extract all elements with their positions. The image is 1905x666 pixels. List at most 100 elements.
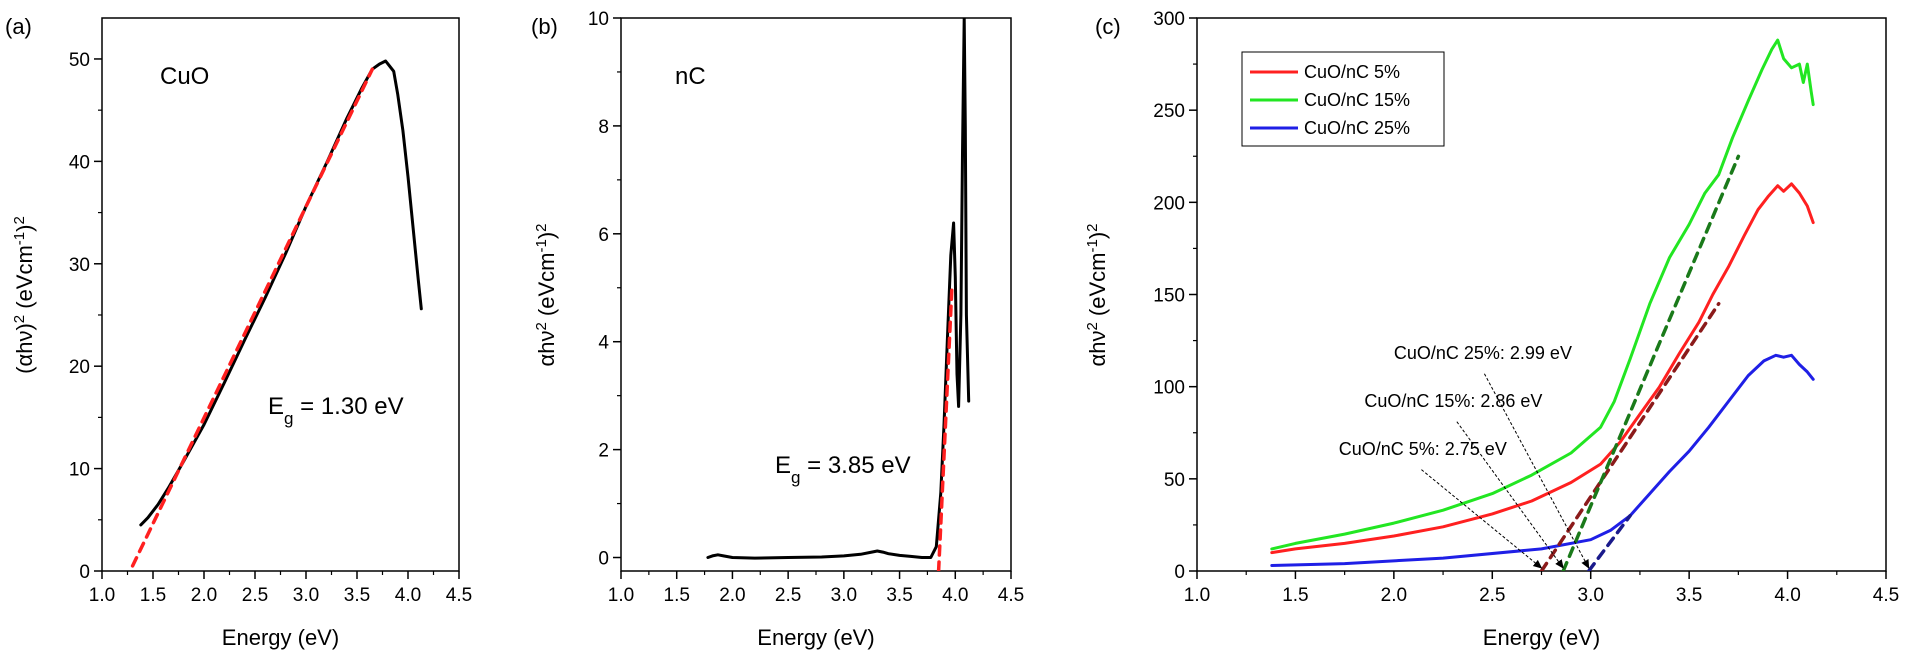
annotation-label: CuO/nC 25%: 2.99 eV xyxy=(1394,343,1572,363)
material-label: nC xyxy=(675,63,706,90)
y-axis-label-part: ) xyxy=(534,232,559,239)
x-tick-label: 2.0 xyxy=(719,585,745,606)
annotation-arrow xyxy=(1456,421,1564,569)
y-tick-label: 0 xyxy=(598,549,609,570)
x-tick-label: 3.0 xyxy=(293,585,319,606)
annotation-label: CuO/nC 5%: 2.75 eV xyxy=(1339,439,1507,459)
x-tick-label: 4.0 xyxy=(1774,585,1800,606)
legend-label: CuO/nC 25% xyxy=(1304,118,1410,138)
x-tick-label: 4.0 xyxy=(395,585,421,606)
y-tick-label: 0 xyxy=(79,562,90,583)
series-line xyxy=(1270,353,1815,567)
x-tick-label: 1.5 xyxy=(664,585,690,606)
fit-line xyxy=(1586,513,1632,571)
y-axis-label-part: (eVcm xyxy=(1085,253,1110,323)
x-tick-label: 1.0 xyxy=(608,585,634,606)
series-line xyxy=(706,18,971,560)
panel-2: 1.0 1.5 2.0 2.5 3.0 3.5 4.0 4.5 0 2 4 6 8 10 Energy (e… xyxy=(531,9,1024,650)
y-tick-label: 2 xyxy=(598,441,609,462)
y-tick-label: 10 xyxy=(69,460,90,481)
y-axis-label-part: (αhν) xyxy=(12,323,37,374)
y-tick-label: 6 xyxy=(598,225,609,246)
x-axis-label: Energy (eV) xyxy=(222,625,339,650)
fit-line xyxy=(936,286,954,571)
x-tick-label: 2.5 xyxy=(775,585,801,606)
band-gap-label: Eg = 3.85 eV xyxy=(775,452,911,487)
x-axis-label: Energy (eV) xyxy=(757,625,874,650)
panel-label: (b) xyxy=(531,14,558,39)
y-tick-label: 40 xyxy=(69,152,90,173)
y-axis-label-part: 2 xyxy=(11,216,28,224)
y-tick-label: 50 xyxy=(69,50,90,71)
y-tick-label: 10 xyxy=(588,9,609,30)
series-line xyxy=(139,59,423,527)
x-tick-label: 4.5 xyxy=(1873,585,1899,606)
panel-label: (a) xyxy=(5,14,32,39)
band-gap-subscript: g xyxy=(791,468,800,487)
y-axis-label-part: -1 xyxy=(533,239,550,252)
material-label: CuO xyxy=(160,63,209,90)
band-gap-value: = 1.30 eV xyxy=(293,393,403,420)
series-line xyxy=(1270,38,1815,551)
y-axis-label: αhν2 (eVcm-1)2 xyxy=(533,223,560,366)
y-tick-label: 50 xyxy=(1164,470,1185,491)
x-tick-label: 3.0 xyxy=(831,585,857,606)
y-axis-label-part: -1 xyxy=(1084,239,1101,252)
fit-line xyxy=(130,67,375,568)
x-tick-label: 2.5 xyxy=(1479,585,1505,606)
legend: CuO/nC 5% CuO/nC 15% CuO/nC 25% xyxy=(1241,51,1445,147)
x-tick-label: 4.0 xyxy=(942,585,968,606)
x-tick-label: 4.5 xyxy=(446,585,472,606)
y-tick-label: 20 xyxy=(69,357,90,378)
y-axis-label-part: αhν xyxy=(534,331,559,367)
band-gap-label: Eg = 1.30 eV xyxy=(268,393,404,428)
y-tick-label: 150 xyxy=(1153,286,1185,307)
x-tick-label: 3.5 xyxy=(344,585,370,606)
x-tick-label: 1.0 xyxy=(1184,585,1210,606)
series-group xyxy=(1270,38,1815,571)
x-tick-label: 4.5 xyxy=(998,585,1024,606)
y-axis-label-part: 2 xyxy=(11,315,28,323)
y-axis-label-part: 2 xyxy=(533,322,550,330)
x-axis-label: Energy (eV) xyxy=(1483,625,1600,650)
y-tick-label: 100 xyxy=(1153,378,1185,399)
x-tick-label: 2.0 xyxy=(1381,585,1407,606)
annotation-arrow xyxy=(1421,469,1543,569)
series-line xyxy=(1270,182,1815,555)
legend-label: CuO/nC 5% xyxy=(1304,62,1400,82)
band-gap-subscript: g xyxy=(284,409,293,428)
y-axis-label: (αhν)2 (eVcm-1)2 xyxy=(11,216,38,374)
x-tick-label: 3.5 xyxy=(886,585,912,606)
annotation-arrow xyxy=(1483,373,1590,569)
annotation-label: CuO/nC 15%: 2.86 eV xyxy=(1364,391,1542,411)
x-tick-label: 2.5 xyxy=(242,585,268,606)
band-gap-symbol: E xyxy=(268,393,284,420)
y-tick-label: 8 xyxy=(598,117,609,138)
y-axis-label-part: 2 xyxy=(533,223,550,231)
y-tick-label: 30 xyxy=(69,255,90,276)
panel-1: 1.0 1.5 2.0 2.5 3.0 3.5 4.0 4.5 0 10 20 30 40 50 Energ… xyxy=(5,14,472,650)
y-axis-label-part: (eVcm xyxy=(534,253,559,323)
legend-label: CuO/nC 15% xyxy=(1304,90,1410,110)
fit-line xyxy=(1561,154,1741,571)
y-tick-label: 0 xyxy=(1174,562,1185,583)
x-tick-label: 3.0 xyxy=(1578,585,1604,606)
y-tick-label: 4 xyxy=(598,333,609,354)
y-tick-label: 250 xyxy=(1153,101,1185,122)
fit-line xyxy=(1539,301,1721,571)
band-gap-value: = 3.85 eV xyxy=(800,452,910,479)
x-tick-label: 1.0 xyxy=(89,585,115,606)
plot-frame xyxy=(101,17,460,572)
y-axis-label-part: -1 xyxy=(11,232,28,245)
y-axis-label-part: (eVcm xyxy=(12,245,37,315)
band-gap-symbol: E xyxy=(775,452,791,479)
panel-3: 1.0 1.5 2.0 2.5 3.0 3.5 4.0 4.5 0 50 100 150 200 250 3… xyxy=(1084,9,1900,650)
y-axis-label-part: ) xyxy=(1085,232,1110,239)
y-axis-label-part: ) xyxy=(12,225,37,232)
x-tick-label: 1.5 xyxy=(140,585,166,606)
y-axis-label-part: αhν xyxy=(1085,331,1110,367)
series-group xyxy=(706,18,971,571)
x-tick-label: 3.5 xyxy=(1676,585,1702,606)
panel-label: (c) xyxy=(1095,14,1121,39)
